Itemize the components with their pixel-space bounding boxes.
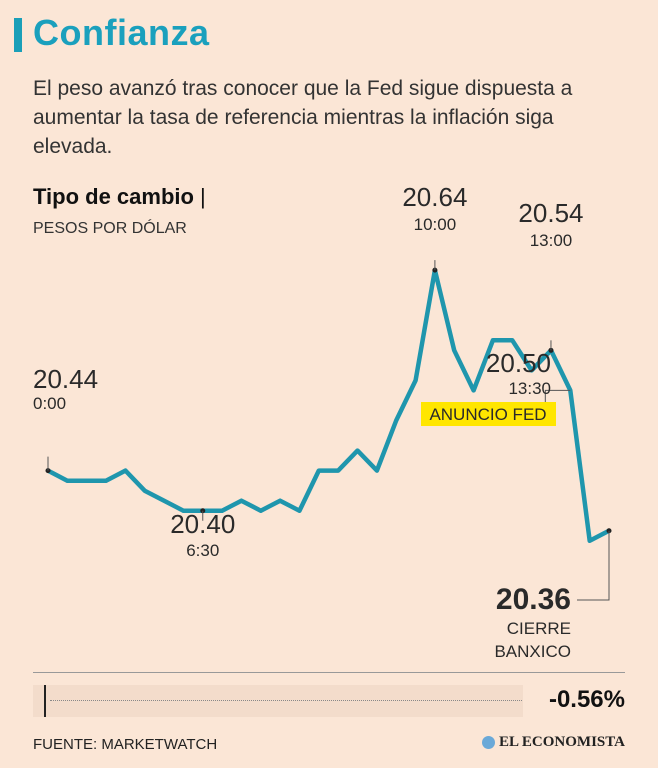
change-bar-dots	[50, 700, 522, 701]
change-bar-track	[33, 685, 523, 717]
change-percentage: -0.56%	[548, 686, 625, 713]
chart-title-text: Tipo de cambio	[33, 184, 194, 209]
divider-line	[33, 672, 625, 673]
data-label-value: 20.44	[33, 364, 98, 394]
data-label-time: 10:00	[414, 215, 457, 234]
data-label-time: BANXICO	[494, 642, 571, 661]
data-label-time: 13:00	[530, 231, 573, 250]
page-subtitle: El peso avanzó tras conocer que la Fed s…	[33, 77, 573, 158]
data-label-time: 13:30	[508, 379, 551, 398]
annotation-dot	[200, 508, 206, 514]
title-accent-bar	[14, 18, 22, 52]
data-label-value: 20.50	[486, 348, 551, 378]
data-label-time: 6:30	[186, 541, 219, 560]
data-label-value: 20.40	[170, 509, 235, 539]
data-label-value: 20.36	[496, 583, 571, 616]
brand-name: EL ECONOMISTA	[499, 734, 625, 750]
chart-title-separator: |	[199, 184, 206, 209]
highlight-label: ANUNCIO FED	[429, 405, 546, 424]
data-label-value: 20.64	[402, 182, 467, 212]
change-bar-tick	[44, 685, 46, 717]
brand-logo-icon	[482, 736, 495, 749]
page-title: Confianza	[33, 12, 210, 53]
series-line	[45, 267, 612, 544]
highlight-box	[421, 402, 556, 426]
annotation-leader	[577, 530, 610, 601]
data-label-value: 20.54	[518, 198, 583, 228]
chart-y-label: PESOS POR DÓLAR	[33, 220, 187, 237]
brand-logo: EL ECONOMISTA	[482, 734, 625, 751]
data-label-time: 0:00	[33, 394, 66, 413]
source-note: FUENTE: MARKETWATCH	[33, 736, 218, 753]
chart-title: Tipo de cambio |	[33, 184, 206, 210]
data-label-time: CIERRE	[507, 619, 571, 638]
